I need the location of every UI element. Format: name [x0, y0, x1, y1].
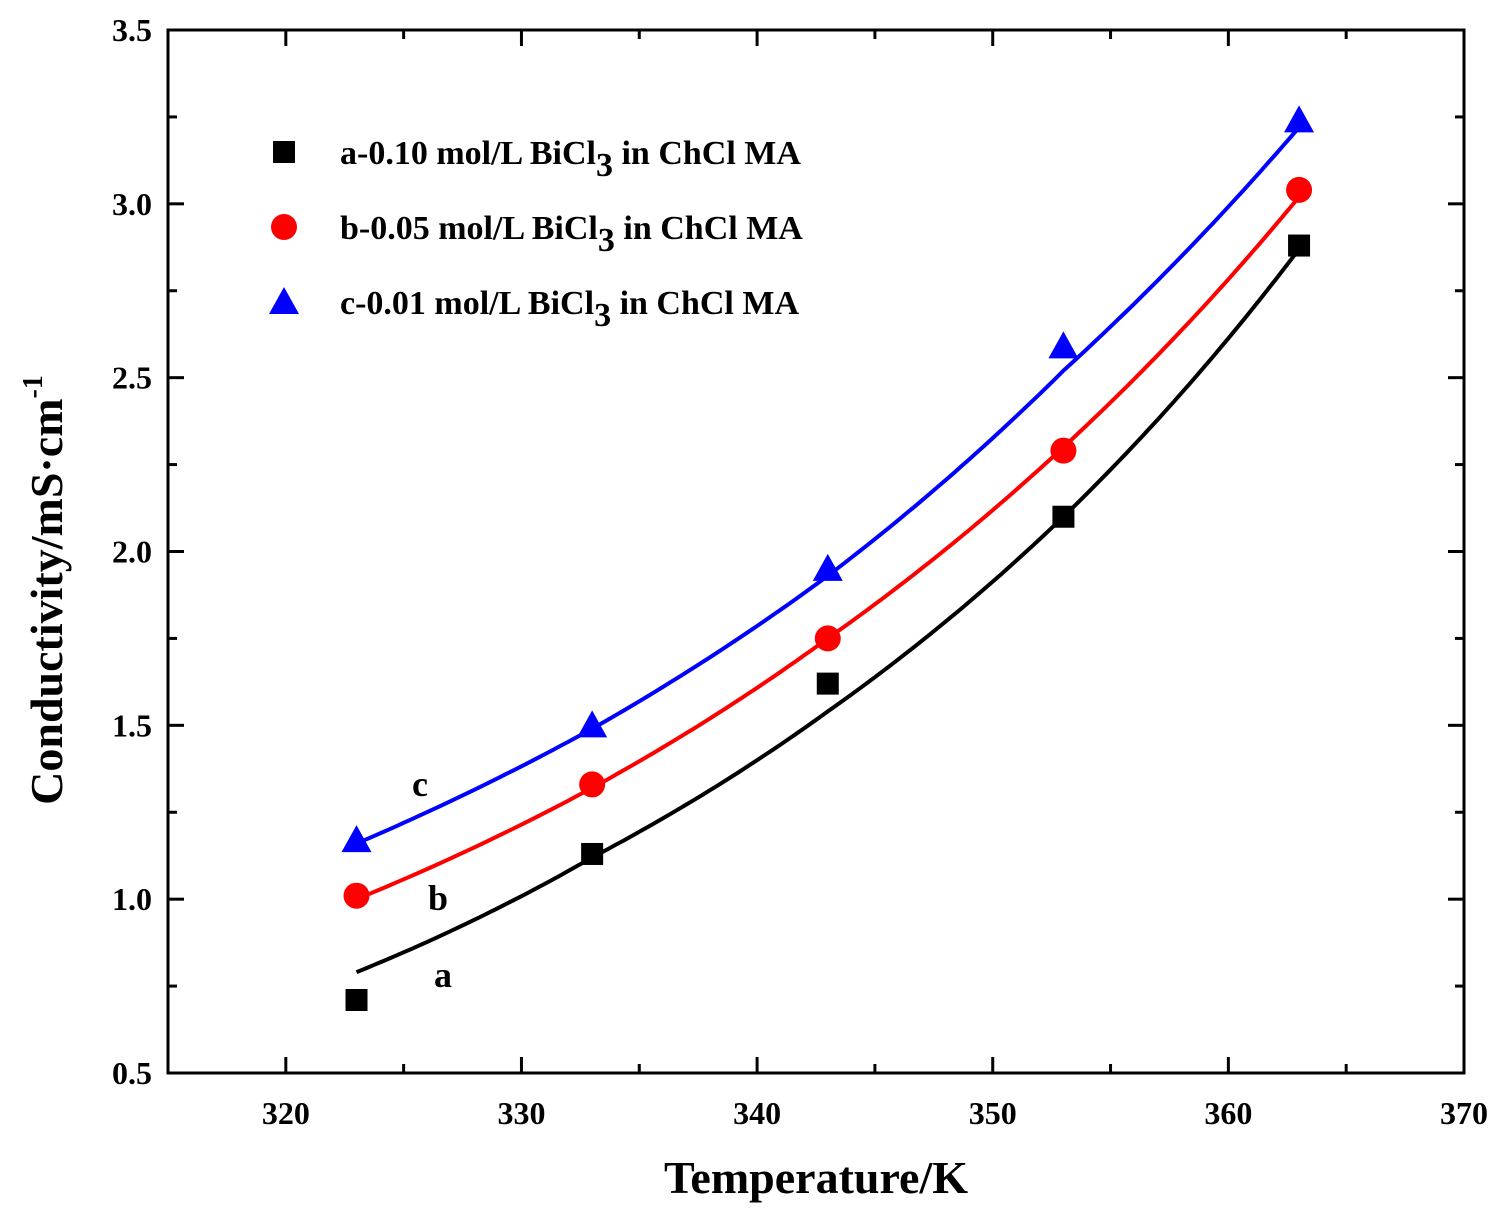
data-point-b — [343, 882, 370, 909]
y-axis-title-main: Conductivity/mS·cm — [21, 398, 72, 804]
axis-ticks — [166, 28, 1466, 1075]
data-point-b — [814, 625, 841, 652]
fit-curve-a — [355, 247, 1301, 975]
x-tick-label: 360 — [1204, 1095, 1252, 1131]
y-tick-label: 1.5 — [112, 707, 152, 743]
data-point-c — [341, 825, 372, 853]
legend-entry-a: a-0.10 mol/L BiCl3 in ChCl MA — [340, 135, 801, 184]
y-tick-label: 0.5 — [112, 1055, 152, 1091]
data-point-c — [577, 710, 608, 738]
data-point-a — [1288, 234, 1311, 257]
data-point-a — [1052, 505, 1075, 528]
fit-curves — [355, 125, 1301, 975]
plot-frame — [166, 28, 1466, 1075]
x-tick-label: 330 — [497, 1095, 545, 1131]
y-axis-title: Conductivity/mS·cm-1 — [18, 375, 72, 805]
data-point-a — [581, 842, 604, 865]
legend-marker-a — [273, 141, 295, 163]
data-point-b — [579, 771, 606, 798]
data-point-c — [812, 553, 843, 581]
data-point-c — [1284, 105, 1315, 133]
y-tick-label: 1.0 — [112, 881, 152, 917]
legend-marker-c — [269, 287, 299, 314]
x-tick-label: 370 — [1440, 1095, 1488, 1131]
legend: a-0.10 mol/L BiCl3 in ChCl MA b-0.05 mol/… — [269, 135, 803, 334]
y-tick-label: 3.5 — [112, 12, 152, 48]
data-point-b — [1050, 437, 1077, 464]
legend-entry-b: b-0.05 mol/L BiCl3 in ChCl MA — [340, 210, 803, 259]
curve-label-b: b — [428, 878, 448, 918]
curve-label-a: a — [434, 955, 452, 995]
x-tick-label: 340 — [733, 1095, 781, 1131]
data-point-a — [345, 988, 368, 1011]
y-tick-label: 3.0 — [112, 186, 152, 222]
x-axis-title: Temperature/K — [664, 1152, 968, 1203]
y-tick-label: 2.5 — [112, 360, 152, 396]
data-markers — [341, 105, 1315, 1011]
legend-entry-c: c-0.01 mol/L BiCl3 in ChCl MA — [340, 285, 799, 334]
data-point-b — [1286, 176, 1313, 203]
x-tick-label: 350 — [969, 1095, 1017, 1131]
data-point-a — [816, 672, 839, 695]
y-axis-title-sup: -1 — [18, 375, 49, 398]
x-tick-label: 320 — [262, 1095, 310, 1131]
data-point-c — [1048, 331, 1079, 359]
y-tick-label: 2.0 — [112, 534, 152, 570]
tick-labels: 320 330 340 350 360 370 0.5 1.0 1.5 2.0 2.5 3.0 3.5 — [112, 12, 1488, 1131]
legend-marker-b — [271, 214, 297, 240]
curve-label-c: c — [412, 764, 428, 804]
curve-labels: ab c — [412, 764, 452, 995]
